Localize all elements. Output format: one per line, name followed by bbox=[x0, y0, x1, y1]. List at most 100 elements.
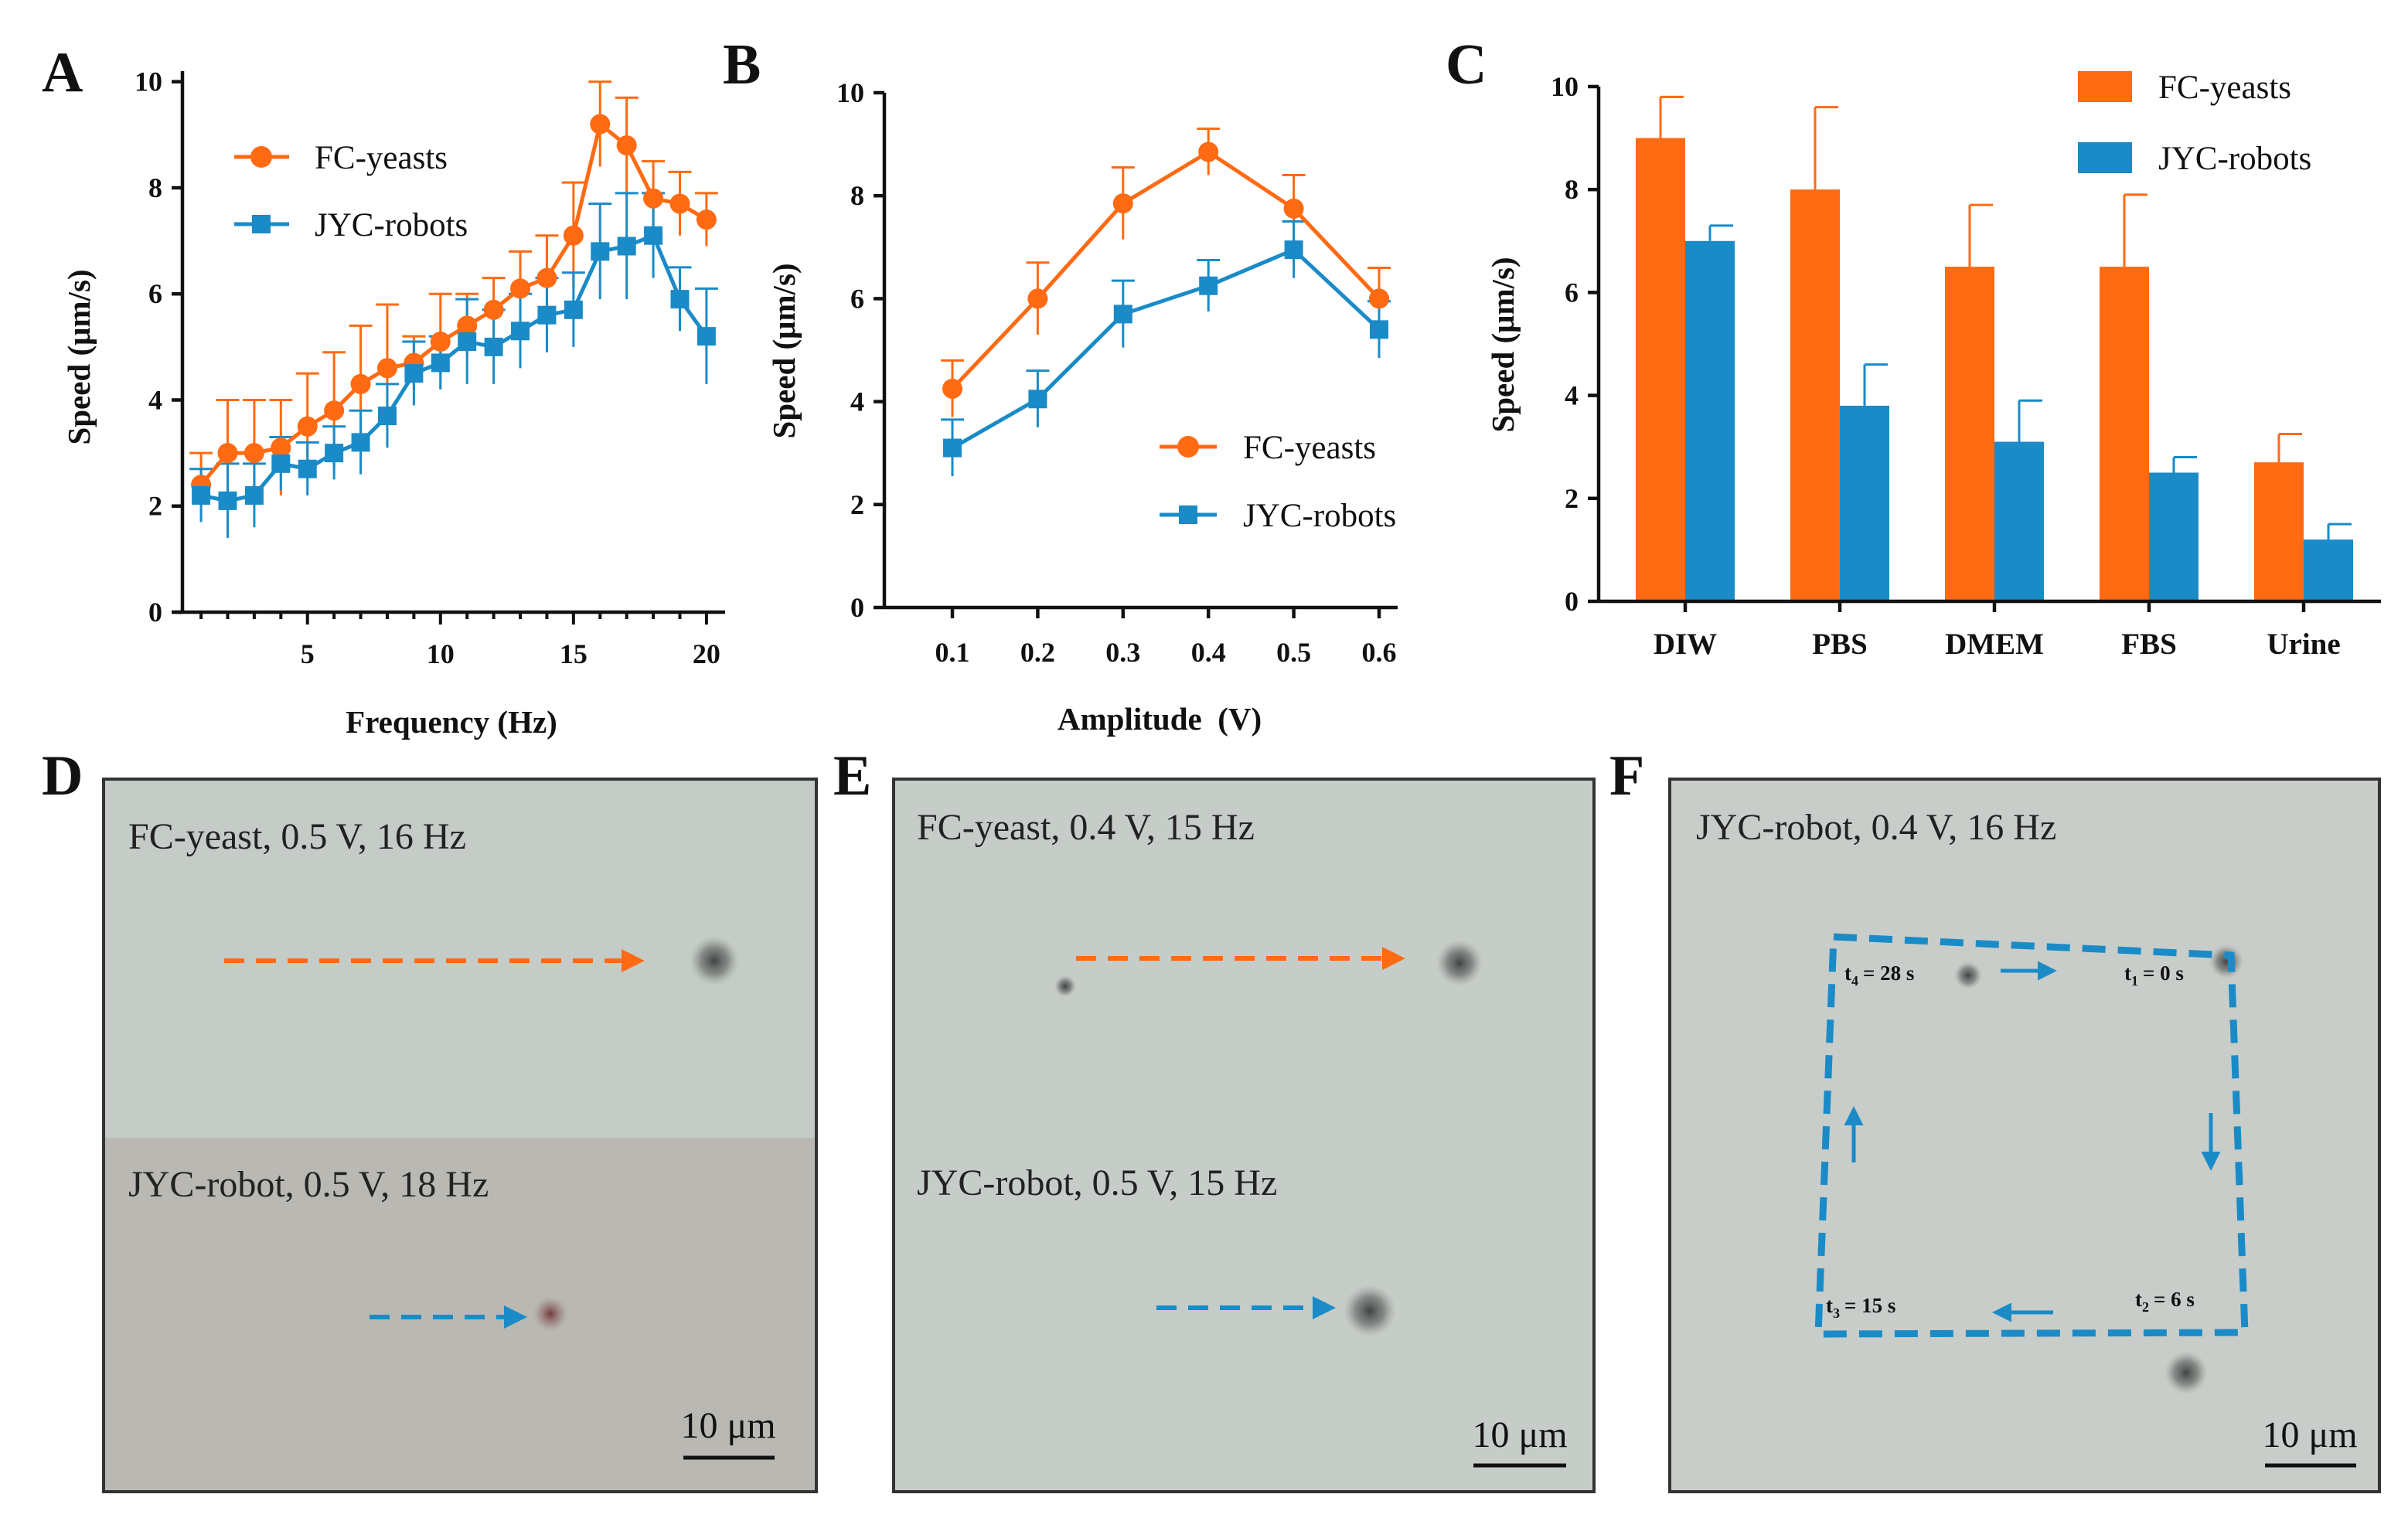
chart-a-point-fc-10 bbox=[430, 332, 451, 352]
chart-a-frequency-vs-speed: 0 2 4 6 8 10 5 10 15 20 Frequency (Hz) Speed (μm/… bbox=[61, 66, 725, 740]
chart-b-x-tick-label-6: 0.6 bbox=[1362, 637, 1397, 668]
chart-a-point-jyc-1 bbox=[192, 486, 211, 505]
chart-b-x-axis-title: Amplitude (V) bbox=[1058, 701, 1262, 737]
chart-c-category-pbs: PBS bbox=[1812, 628, 1868, 661]
micrograph-d: FC-yeast, 0.5 V, 16 Hz JYC-robot, 0.5 V,… bbox=[102, 778, 818, 1493]
chart-a-y-tick-label-2: 2 bbox=[148, 491, 162, 522]
chart-c-bars bbox=[1636, 138, 2353, 602]
chart-a-point-fc-14 bbox=[536, 267, 557, 288]
chart-b-x-tick-label-4: 0.4 bbox=[1191, 637, 1226, 668]
panel-letter-b: B bbox=[723, 33, 761, 97]
chart-b-point-jyc-2 bbox=[1028, 390, 1047, 409]
micrograph-f-debris bbox=[2164, 1351, 2208, 1394]
chart-c-bar-jyc-diw bbox=[1685, 240, 1735, 601]
chart-a-y-tick-label-8: 8 bbox=[148, 172, 162, 203]
chart-b-point-fc-5 bbox=[1283, 198, 1304, 219]
chart-c-y-tick-label-2: 2 bbox=[1565, 483, 1579, 514]
chart-b-y-tick-label-8: 8 bbox=[850, 180, 864, 211]
chart-a-point-jyc-2 bbox=[218, 491, 237, 510]
chart-c-error-bars bbox=[1659, 95, 2352, 540]
chart-a-point-fc-8 bbox=[376, 358, 397, 379]
micrograph-d-jyc-robot-particle bbox=[532, 1295, 569, 1333]
chart-b-point-fc-1 bbox=[942, 378, 962, 399]
chart-a-point-jyc-9 bbox=[404, 364, 424, 383]
chart-b-y-tick-label-0: 0 bbox=[850, 592, 864, 623]
micrograph-f-robot-end bbox=[1954, 962, 1982, 989]
chart-a-y-tick-label-0: 0 bbox=[148, 597, 162, 628]
chart-a-point-jyc-6 bbox=[325, 444, 344, 463]
chart-a-point-fc-7 bbox=[350, 373, 371, 394]
micrograph-d-scale-label: 10 μm bbox=[680, 1405, 775, 1446]
chart-b-markers bbox=[942, 141, 1389, 458]
panel-letter-d: D bbox=[42, 744, 83, 808]
chart-a-point-jyc-13 bbox=[511, 322, 530, 341]
chart-c-legend: FC-yeasts JYC-robots bbox=[2078, 70, 2311, 177]
micrograph-f-t4-time: = 28 s bbox=[1863, 962, 1914, 985]
chart-a-x-tick-label-20: 20 bbox=[693, 638, 720, 669]
panel-letter-f: F bbox=[1609, 744, 1644, 808]
chart-c-bar-fc-diw bbox=[1636, 138, 1685, 602]
chart-b-point-jyc-3 bbox=[1113, 305, 1132, 324]
panel-letter-c: C bbox=[1446, 33, 1487, 97]
chart-a-x-tick-label-15: 15 bbox=[560, 638, 588, 669]
chart-a-point-jyc-19 bbox=[670, 290, 690, 309]
chart-a-point-fc-19 bbox=[669, 193, 690, 214]
chart-a-point-jyc-5 bbox=[298, 459, 317, 478]
micrograph-e-scale-label: 10 μm bbox=[1472, 1414, 1567, 1455]
chart-a-point-jyc-7 bbox=[351, 433, 370, 452]
chart-b-point-fc-2 bbox=[1027, 288, 1048, 309]
chart-c-legend-fc-label: FC-yeasts bbox=[2158, 70, 2291, 106]
chart-c-media-bar-chart: 0 2 4 6 8 10 DIW PBS DMEM FBS Urine Speed (μm/s) F… bbox=[1485, 70, 2381, 661]
chart-a-point-fc-6 bbox=[324, 400, 345, 421]
chart-a-point-jyc-17 bbox=[617, 237, 636, 256]
chart-a-y-axis-title: Speed (μm/s) bbox=[61, 269, 97, 444]
chart-b-legend-jyc-label: JYC-robots bbox=[1243, 498, 1396, 534]
chart-c-category-diw: DIW bbox=[1654, 628, 1717, 661]
chart-a-point-fc-20 bbox=[696, 209, 717, 230]
chart-b-point-jyc-6 bbox=[1370, 320, 1388, 339]
chart-a-point-jyc-12 bbox=[484, 337, 503, 356]
chart-a-point-fc-2 bbox=[217, 443, 238, 464]
chart-b-y-tick-label-10: 10 bbox=[836, 77, 864, 108]
micrograph-e: FC-yeast, 0.4 V, 15 Hz JYC-robot, 0.5 V,… bbox=[892, 778, 1596, 1493]
micrograph-f-t2-sub: 2 bbox=[2142, 1299, 2149, 1315]
chart-c-legend-jyc-label: JYC-robots bbox=[2158, 141, 2311, 177]
chart-a-point-jyc-18 bbox=[644, 226, 663, 245]
micrograph-e-fc-yeast-particle bbox=[1436, 940, 1483, 986]
chart-a-point-fc-12 bbox=[483, 299, 504, 320]
chart-c-y-tick-label-6: 6 bbox=[1565, 277, 1579, 308]
micrograph-f-t2-label: t2 = 6 s bbox=[2135, 1288, 2195, 1315]
chart-a-point-fc-17 bbox=[616, 135, 637, 156]
chart-a-point-fc-16 bbox=[590, 114, 611, 134]
chart-c-y-tick-label-4: 4 bbox=[1565, 380, 1579, 411]
chart-a-point-fc-3 bbox=[244, 443, 264, 464]
chart-c-y-tick-label-0: 0 bbox=[1565, 586, 1579, 617]
micrograph-f-image bbox=[1670, 779, 2379, 1492]
chart-a-point-fc-15 bbox=[563, 225, 584, 246]
chart-a-point-jyc-11 bbox=[458, 332, 477, 351]
chart-b-y-tick-label-2: 2 bbox=[850, 489, 864, 520]
chart-b-legend-fc-marker bbox=[1177, 436, 1199, 458]
chart-a-point-jyc-3 bbox=[244, 486, 264, 505]
chart-b-point-fc-3 bbox=[1112, 193, 1133, 214]
micrograph-e-border bbox=[892, 778, 1596, 1493]
chart-a-legend-fc-label: FC-yeasts bbox=[315, 140, 448, 176]
chart-c-legend-fc-swatch bbox=[2078, 71, 2132, 102]
micrograph-f-t4-sub: 4 bbox=[1851, 973, 1858, 989]
chart-a-point-jyc-20 bbox=[697, 327, 716, 346]
chart-a-legend-jyc-label: JYC-robots bbox=[315, 207, 468, 243]
chart-c-bar-fc-pbs bbox=[1790, 189, 1840, 601]
chart-b-y-axis-title: Speed (μm/s) bbox=[766, 263, 802, 438]
micrograph-d-bottom-label: JYC-robot, 0.5 V, 18 Hz bbox=[128, 1164, 489, 1205]
chart-c-y-axis-title: Speed (μm/s) bbox=[1485, 257, 1521, 432]
chart-a-x-tick-label-10: 10 bbox=[427, 638, 455, 669]
chart-b-point-jyc-4 bbox=[1199, 276, 1218, 295]
chart-c-bar-jyc-fbs bbox=[2149, 472, 2199, 601]
micrograph-d-fc-yeast-particle bbox=[690, 936, 739, 985]
panel-letter-e: E bbox=[833, 744, 871, 808]
chart-b-point-jyc-5 bbox=[1284, 240, 1303, 260]
micrograph-f-square-trajectory bbox=[1814, 933, 2249, 1338]
chart-b-point-fc-4 bbox=[1198, 141, 1219, 162]
